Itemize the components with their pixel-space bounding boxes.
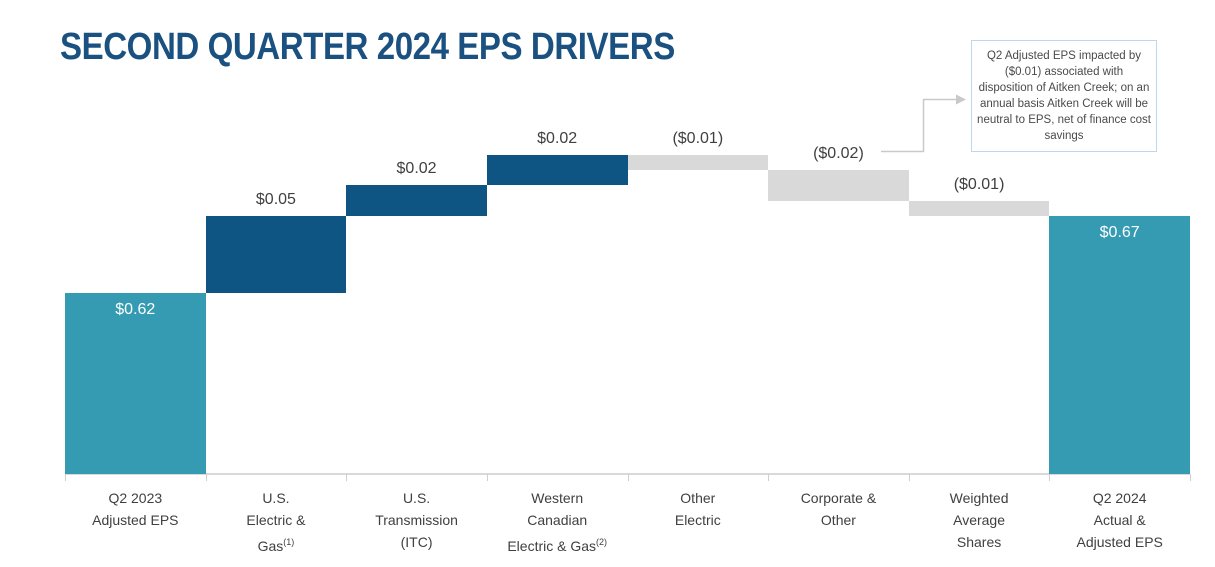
annotation-callout: Q2 Adjusted EPS impacted by ($0.01) asso…	[971, 40, 1157, 152]
category-label: U.S. Electric & Gas(1)	[246, 490, 306, 554]
axis-tick	[1049, 474, 1051, 481]
bar-value-label: $0.62	[115, 301, 156, 319]
axis-tick	[1190, 474, 1191, 481]
bar-value-label: ($0.02)	[813, 145, 864, 162]
bar-value-label: ($0.01)	[953, 175, 1005, 193]
axis-tick	[768, 474, 770, 481]
category-label: Western Canadian Electric & Gas(2)	[507, 490, 608, 554]
waterfall-bar-decrease	[627, 154, 769, 170]
waterfall-bar-increase	[205, 216, 347, 294]
category-label: U.S. Transmission (ITC)	[375, 490, 458, 550]
axis-tick	[486, 474, 488, 481]
waterfall-bar-total	[1049, 216, 1190, 474]
axis-tick	[346, 474, 348, 481]
waterfall-bar-decrease	[768, 170, 909, 201]
bar-value-label: $0.67	[1099, 224, 1140, 242]
page-title: SECOND QUARTER 2024 EPS DRIVERS	[60, 26, 675, 68]
bar-value-label: $0.02	[396, 160, 437, 178]
footnote-marker: (2)	[596, 537, 608, 547]
waterfall-bar-increase	[346, 185, 487, 217]
axis-tick	[205, 474, 207, 481]
bar-value-label: $0.02	[537, 129, 578, 147]
category-label: Other Electric	[674, 490, 721, 528]
annotation-text: Q2 Adjusted EPS impacted by ($0.01) asso…	[977, 50, 1151, 142]
axis-tick	[908, 474, 910, 481]
category-label: Q2 2024 Actual & Adjusted EPS	[1076, 490, 1163, 550]
waterfall-bar-increase	[486, 154, 628, 186]
category-label: Weighted Average Shares	[949, 490, 1009, 550]
axis-tick	[65, 474, 66, 481]
category-label: Q2 2023 Adjusted EPS	[92, 490, 179, 528]
axis-tick	[627, 474, 629, 481]
waterfall-bar-total	[65, 293, 206, 474]
bar-value-label: $0.05	[255, 191, 296, 209]
footnote-marker: (1)	[283, 537, 295, 547]
category-label: Corporate & Other	[800, 490, 877, 528]
bar-value-label: ($0.01)	[672, 129, 724, 147]
waterfall-bar-decrease	[908, 200, 1050, 217]
